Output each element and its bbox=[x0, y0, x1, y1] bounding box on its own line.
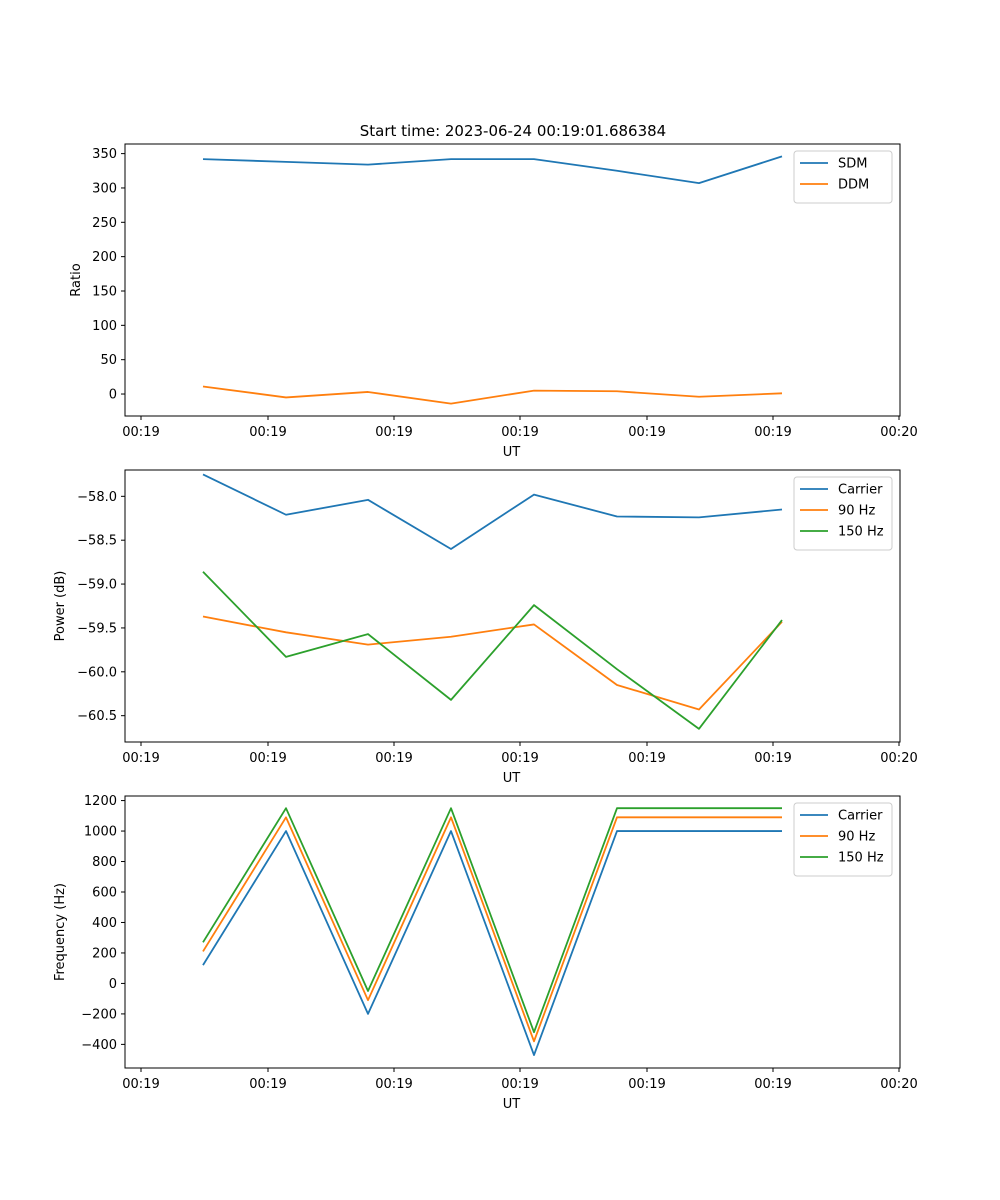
series-line-90-hz bbox=[202, 816, 782, 1043]
y-tick-label: 300 bbox=[92, 181, 117, 196]
x-tick-label: 00:19 bbox=[501, 425, 538, 440]
chart-panel-1: 00:19 00:19 00:19 00:19 00:19 00:19 00:20 0 50 10… bbox=[69, 143, 918, 460]
x-tick-label: 00:19 bbox=[628, 1077, 665, 1092]
y-tick-label: 150 bbox=[92, 284, 117, 299]
x-tick-label: 00:19 bbox=[375, 1077, 412, 1092]
x-tick-label: 00:19 bbox=[249, 751, 286, 766]
y-tick-label: 50 bbox=[100, 353, 117, 368]
y-tick-label: 800 bbox=[92, 855, 117, 870]
legend-label: 150 Hz bbox=[838, 851, 884, 866]
x-tick-label: 00:19 bbox=[501, 751, 538, 766]
y-tick-label: 350 bbox=[92, 147, 117, 162]
y-tick-label: −59.5 bbox=[77, 621, 117, 636]
series-line-150-hz bbox=[202, 807, 782, 1034]
series-line-ddm bbox=[202, 385, 783, 405]
legend-label: SDM bbox=[838, 157, 867, 172]
y-tick-label: −58.5 bbox=[77, 534, 117, 549]
x-tick-label: 00:19 bbox=[501, 1077, 538, 1092]
axes-frame bbox=[124, 795, 901, 1069]
chart-panel-3: 00:19 00:19 00:19 00:19 00:19 00:19 00:20 −400 −… bbox=[53, 794, 918, 1112]
x-tick-label: 00:19 bbox=[375, 425, 412, 440]
figure-title: Start time: 2023-06-24 00:19:01.686384 bbox=[360, 122, 666, 140]
legend-label: 90 Hz bbox=[838, 830, 875, 845]
legend-box bbox=[793, 150, 893, 204]
y-tick-label: 0 bbox=[109, 388, 117, 403]
x-tick-label: 00:19 bbox=[122, 425, 159, 440]
y-axis-label: Power (dB) bbox=[53, 571, 68, 642]
x-tick-label: 00:19 bbox=[375, 751, 412, 766]
x-tick-label: 00:19 bbox=[249, 1077, 286, 1092]
series-line-carrier bbox=[202, 830, 782, 1056]
x-tick-label: 00:19 bbox=[628, 751, 665, 766]
y-tick-label: −58.0 bbox=[77, 490, 117, 505]
y-tick-label: −60.5 bbox=[77, 709, 117, 724]
x-tick-label: 00:20 bbox=[880, 425, 917, 440]
x-tick-label: 00:19 bbox=[754, 425, 791, 440]
y-tick-label: 0 bbox=[109, 977, 117, 992]
y-tick-label: 400 bbox=[92, 916, 117, 931]
chart-panel-2: 00:19 00:19 00:19 00:19 00:19 00:19 00:20 −60.5… bbox=[53, 469, 918, 786]
y-tick-label: 100 bbox=[92, 319, 117, 334]
x-axis-label: UT bbox=[503, 1097, 521, 1112]
y-tick-label: 200 bbox=[92, 250, 117, 265]
legend: SDM DDM bbox=[793, 150, 893, 204]
y-tick-label: −60.0 bbox=[77, 665, 117, 680]
x-tick-label: 00:19 bbox=[754, 1077, 791, 1092]
series-line-carrier bbox=[202, 473, 783, 550]
legend: Carrier 90 Hz 150 Hz bbox=[793, 476, 893, 551]
y-tick-label: −59.0 bbox=[77, 578, 117, 593]
x-tick-label: 00:19 bbox=[122, 751, 159, 766]
x-tick-label: 00:19 bbox=[754, 751, 791, 766]
y-tick-label: −400 bbox=[81, 1038, 117, 1053]
x-tick-label: 00:20 bbox=[880, 751, 917, 766]
y-tick-label: 1000 bbox=[84, 825, 117, 840]
x-axis-label: UT bbox=[503, 445, 521, 460]
series-line-90-hz bbox=[202, 615, 783, 711]
y-tick-label: 200 bbox=[92, 946, 117, 961]
y-tick-label: 1200 bbox=[84, 794, 117, 809]
axes-frame bbox=[124, 469, 901, 743]
legend-label: Carrier bbox=[838, 809, 883, 824]
x-tick-label: 00:19 bbox=[249, 425, 286, 440]
x-tick-label: 00:19 bbox=[122, 1077, 159, 1092]
series-line-sdm bbox=[202, 155, 783, 185]
legend-label: DDM bbox=[838, 178, 869, 193]
legend: Carrier 90 Hz 150 Hz bbox=[793, 802, 893, 877]
y-axis-label: Frequency (Hz) bbox=[53, 883, 68, 981]
axes-frame bbox=[124, 143, 901, 417]
y-tick-label: 600 bbox=[92, 886, 117, 901]
series-line-150-hz bbox=[202, 571, 783, 730]
legend-label: 150 Hz bbox=[838, 525, 884, 540]
x-tick-label: 00:19 bbox=[628, 425, 665, 440]
y-axis-label: Ratio bbox=[69, 263, 84, 296]
x-axis-label: UT bbox=[503, 771, 521, 786]
x-tick-label: 00:20 bbox=[880, 1077, 917, 1092]
legend-label: Carrier bbox=[838, 483, 883, 498]
y-tick-label: 250 bbox=[92, 216, 117, 231]
y-tick-label: −200 bbox=[81, 1007, 117, 1022]
legend-label: 90 Hz bbox=[838, 504, 875, 519]
